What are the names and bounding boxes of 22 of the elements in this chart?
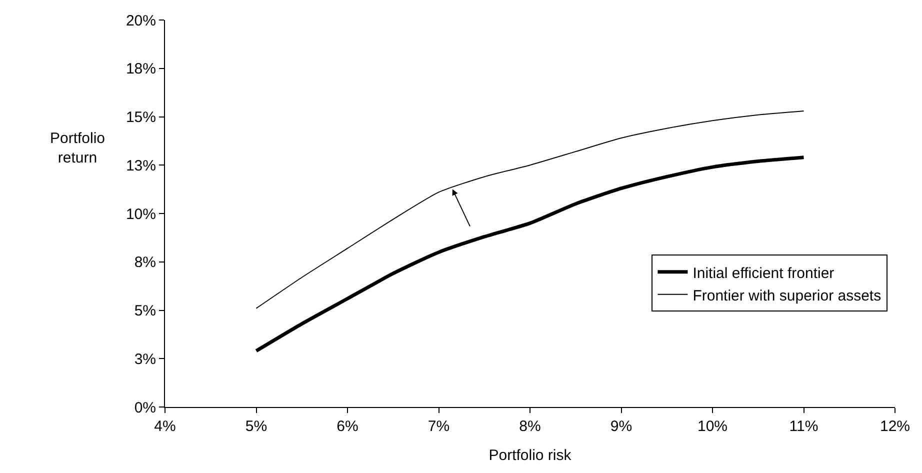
x-tick-label: 10%: [697, 418, 728, 435]
x-tick-label: 12%: [880, 418, 910, 435]
y-tick-label: 5%: [134, 302, 156, 320]
y-tick-label: 8%: [134, 254, 156, 272]
y-tick-label: 10%: [126, 206, 156, 223]
x-tick-label: 11%: [789, 418, 818, 435]
legend-label: Initial efficient frontier: [692, 264, 834, 282]
x-axis-title: Portfolio risk: [488, 447, 572, 464]
y-tick-label: 13%: [126, 157, 156, 174]
y-tick-label: 18%: [126, 60, 156, 78]
y-tick-label: 20%: [126, 12, 156, 30]
x-tick-label: 6%: [336, 418, 358, 435]
y-tick-label: 3%: [134, 350, 156, 368]
y-tick-label: 0%: [134, 399, 156, 416]
y-axis-title: Portfolio return: [50, 130, 106, 166]
x-tick-label: 9%: [610, 418, 632, 435]
y-tick-label: 15%: [126, 109, 156, 126]
x-tick-label: 8%: [519, 418, 541, 435]
x-tick-label: 7%: [428, 418, 450, 435]
legend-label: Frontier with superior assets: [692, 287, 882, 304]
x-tick-label: 5%: [245, 418, 268, 435]
x-tick-label: 4%: [154, 418, 176, 435]
